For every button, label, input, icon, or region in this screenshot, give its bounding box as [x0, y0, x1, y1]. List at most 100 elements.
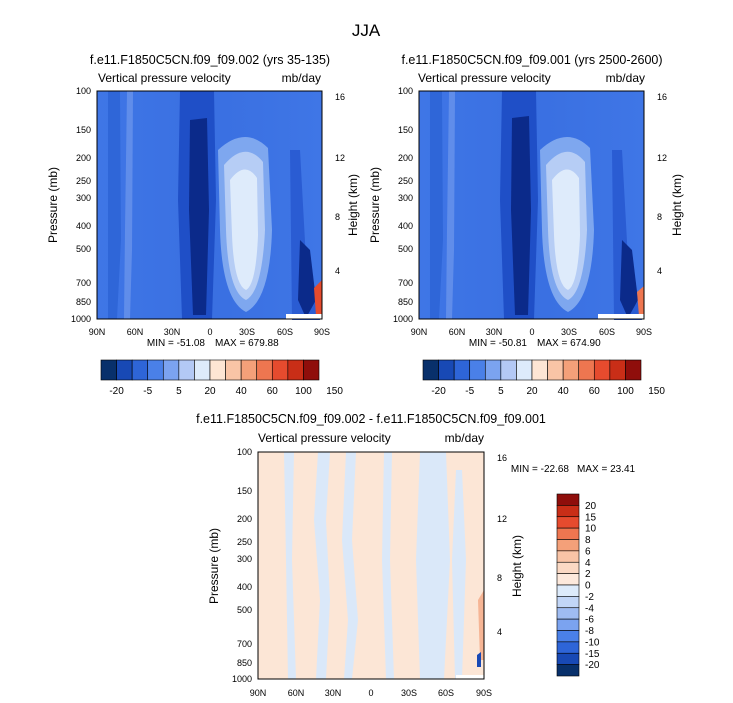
colorbar-c-label: -2: [585, 592, 594, 603]
panel-b-surface: [598, 314, 644, 319]
panel-a-field-light-strip: [124, 91, 133, 319]
panel-c-y-tick: 850: [237, 658, 252, 668]
colorbar-c-swatch: [556, 641, 580, 654]
panel-b-y-right-axis: Height (km) 16 12 8 4: [657, 92, 684, 276]
panel-b-x-tick: 30N: [486, 327, 503, 337]
colorbar-c-label: 8: [585, 535, 591, 546]
colorbar-c-swatch: [556, 618, 580, 631]
panel-c-y-tick: 700: [237, 639, 252, 649]
panel-a-plot: [96, 90, 323, 320]
colorbar-c-label: -4: [585, 603, 594, 614]
colorbar-b-swatch: [438, 359, 455, 381]
panel-a-x-tick: 60N: [127, 327, 144, 337]
colorbar-c-label: 2: [585, 569, 591, 580]
panel-b-field-hot: [637, 286, 644, 316]
panel-c-y-right-axis: Height (km) 16 12 8 4: [497, 453, 524, 637]
panel-c-y-right-label: Height (km): [510, 535, 524, 597]
panel-b-y-tick: 850: [398, 297, 413, 307]
panel-c-y-tick: 400: [237, 582, 252, 592]
panel-b-x-tick: 60N: [449, 327, 466, 337]
panel-c-y-label: Pressure (mb): [207, 528, 221, 604]
panel-a-variable-label: Vertical pressure velocity: [98, 71, 231, 85]
colorbar-c-swatch: [556, 527, 580, 540]
colorbar-a-label: 60: [267, 386, 279, 397]
panel-c-x-tick: 0: [368, 688, 373, 698]
colorbar-b-swatch: [609, 359, 626, 381]
colorbar-c-swatch: [556, 516, 580, 529]
panel-b-x-tick: 90S: [636, 327, 652, 337]
panel-b-x-axis: 90N 60N 30N 0 30S 60S 90S: [411, 327, 652, 337]
panel-b-y-tick: 300: [398, 193, 413, 203]
panel-b-y-tick: 200: [398, 153, 413, 163]
panel-b-x-tick: 0: [529, 327, 534, 337]
panel-c-y-tick: 150: [237, 486, 252, 496]
colorbar-a-swatch: [240, 359, 258, 381]
panel-b-x-tick: 60S: [599, 327, 615, 337]
colorbar-a-label: 5: [176, 386, 182, 397]
panel-c-y-tick: 1000: [232, 674, 252, 684]
panel-c-y-right-tick: 16: [497, 453, 507, 463]
colorbar-b-swatch: [500, 359, 517, 381]
panel-a-y-right-tick: 4: [335, 266, 340, 276]
panel-a-field-light-3: [230, 169, 258, 290]
colorbar-b-swatch: [453, 359, 471, 381]
panel-b-field-light-strip: [446, 91, 455, 319]
panel-a: f.e11.F1850C5CN.f09_f09.002 (yrs 35-135)…: [46, 53, 360, 397]
colorbar-a-swatch: [131, 359, 149, 381]
panel-a-y-label: Pressure (mb): [46, 167, 60, 243]
colorbar-b-swatch: [469, 359, 486, 381]
panel-c-x-tick: 60S: [438, 688, 454, 698]
panel-c-y-right-tick: 8: [497, 573, 502, 583]
panel-b-y-right-tick: 8: [657, 212, 662, 222]
panel-a-y-right-label: Height (km): [346, 174, 360, 236]
colorbar-c-label: 4: [585, 558, 591, 569]
panel-a-y-tick: 100: [76, 86, 91, 96]
panel-a-y-tick: 300: [76, 193, 91, 203]
panel-a-field-hot: [314, 280, 322, 316]
colorbar-b-label: -5: [465, 386, 474, 397]
panel-c-y-axis: Pressure (mb) 100 150 200 250 300 400 50…: [207, 447, 252, 684]
panel-a-y-right-tick: 8: [335, 212, 340, 222]
panel-a-field-deep-left: [108, 91, 121, 319]
panel-c-x-tick: 30S: [401, 688, 417, 698]
colorbar-a-swatch: [287, 359, 304, 381]
colorbar-a-swatch: [256, 359, 273, 381]
colorbar-a-label: 150: [326, 386, 343, 397]
colorbar-c-swatch: [556, 652, 580, 665]
colorbar-c-label: -15: [585, 649, 600, 660]
panel-c-plot: [257, 451, 485, 680]
panel-c-y-tick: 250: [237, 537, 252, 547]
panel-c-field-edge-red: [478, 590, 484, 660]
colorbar-b-label: -20: [431, 386, 446, 397]
panel-a-title: f.e11.F1850C5CN.f09_f09.002 (yrs 35-135): [90, 53, 330, 67]
panel-a-y-tick: 200: [76, 153, 91, 163]
panel-b-field-darkest-band: [511, 116, 531, 315]
colorbar-a-swatch: [100, 359, 117, 381]
panel-b-y-tick: 1000: [393, 314, 413, 324]
panel-c-y-right-tick: 4: [497, 627, 502, 637]
panel-a-y-right-axis: Height (km) 16 12 8 4: [335, 92, 360, 276]
colorbar-c-swatch: [556, 493, 580, 506]
panel-a-x-tick: 60S: [277, 327, 293, 337]
panel-b-field-darkest-right: [620, 240, 638, 318]
colorbar-b-swatch: [625, 359, 642, 381]
colorbar-b-label: 60: [589, 386, 601, 397]
panel-c-field-neg-5: [416, 452, 450, 679]
colorbar-b-swatch: [593, 359, 611, 381]
colorbar-b-label: 20: [526, 386, 538, 397]
panel-c-field-neg-6: [452, 470, 466, 679]
colorbar-c-label: 6: [585, 546, 591, 557]
colorbar-c-label: 0: [585, 581, 591, 592]
colorbar-b: -20 -5 5 20 40 60 100 150: [422, 359, 665, 397]
colorbar-b-swatch: [531, 359, 548, 381]
panel-c-x-tick: 90N: [250, 688, 267, 698]
panel-a-y-tick: 150: [76, 125, 91, 135]
panel-c-field-edge-blue: [477, 652, 481, 667]
panel-c: f.e11.F1850C5CN.f09_f09.002 - f.e11.F185…: [196, 412, 635, 698]
panel-c-y-tick: 300: [237, 554, 252, 564]
panel-c-y-right-tick: 12: [497, 514, 507, 524]
panel-a-y-right-tick: 16: [335, 92, 345, 102]
colorbar-a-swatch: [178, 359, 195, 381]
panel-c-field-neg-3: [342, 452, 358, 679]
